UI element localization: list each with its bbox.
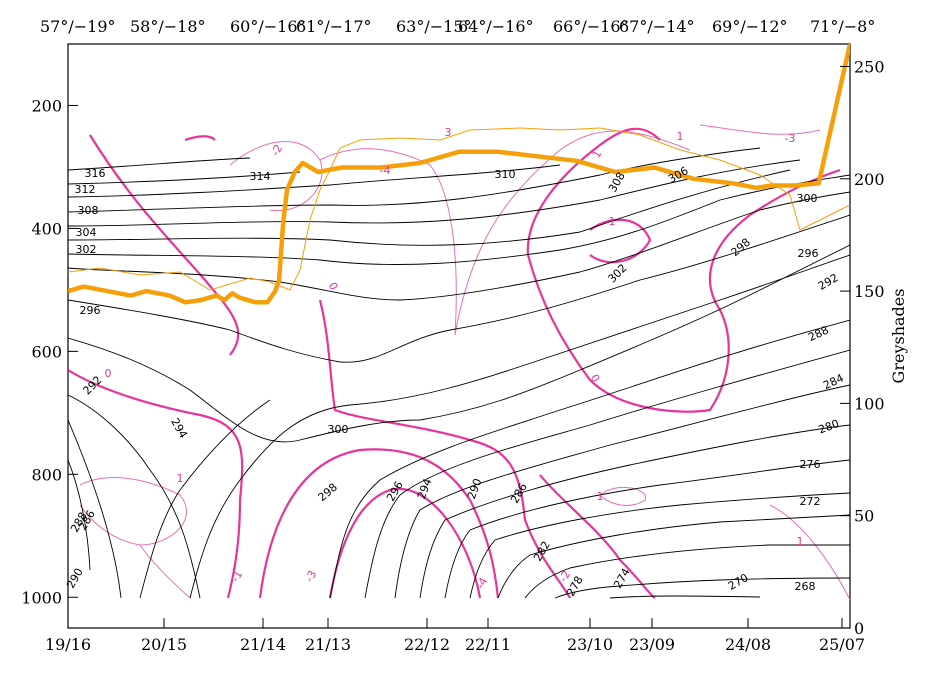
left-tick-label: 1000 <box>21 588 62 607</box>
isentrope-label: 268 <box>795 580 816 593</box>
pv-contour-label: 1 <box>677 130 684 143</box>
bottom-axis-label: 19/16 <box>45 635 91 654</box>
top-axis-label: 60°/−16° <box>230 17 306 36</box>
top-axis-label: 67°/−14° <box>619 17 695 36</box>
pink-thin-contours <box>79 124 850 601</box>
top-axis-label: 64°/−16° <box>458 17 534 36</box>
bottom-axis-label: 23/10 <box>567 635 613 654</box>
bottom-axis-label: 21/14 <box>240 635 286 654</box>
isentrope-label: 302 <box>76 243 97 256</box>
right-tick-label: 200 <box>854 170 885 189</box>
orange-series-line <box>68 44 850 305</box>
right-axis: 0 50 100 150 200 250 <box>840 57 885 638</box>
isentrope-label: 272 <box>800 495 821 508</box>
top-axis-label: 63°/−15° <box>396 17 472 36</box>
isentrope-label: 312 <box>75 183 96 196</box>
bottom-axis-label: 23/09 <box>629 635 675 654</box>
left-tick-label: 200 <box>31 96 62 115</box>
right-tick-label: 250 <box>854 57 885 76</box>
left-tick-label: 400 <box>31 219 62 238</box>
isentrope-label: 304 <box>76 226 97 239</box>
right-tick-label: 0 <box>854 619 864 638</box>
black-isentropes <box>68 147 850 599</box>
pv-contour-label: -3 <box>785 132 796 145</box>
bottom-axis-label: 21/13 <box>305 635 351 654</box>
top-axis-label: 71°/−8° <box>810 17 875 36</box>
plot-frame <box>67 43 851 629</box>
left-tick-label: 600 <box>31 342 62 361</box>
left-axis: 200 400 600 800 1000 <box>21 96 78 607</box>
isentrope-label: 314 <box>250 170 271 183</box>
isentrope-label: 300 <box>328 423 349 436</box>
bottom-axis-label: 22/12 <box>404 635 450 654</box>
pv-contour-label: 1 <box>797 535 804 548</box>
bottom-axis-label: 25/07 <box>819 635 865 654</box>
pv-contour-label: -1 <box>605 215 616 228</box>
pv-contour-label: 3 <box>445 126 452 139</box>
top-axis-label: 69°/−12° <box>712 17 788 36</box>
pv-contour-label: -4 <box>380 164 391 177</box>
bottom-axis-label: 22/11 <box>465 635 511 654</box>
pv-contour-label: 0 <box>105 367 112 380</box>
left-tick-label: 800 <box>31 465 62 484</box>
bottom-axis-label: 20/15 <box>141 635 187 654</box>
pv-contour-label: 1 <box>177 472 184 485</box>
isentrope-label: 308 <box>78 204 99 217</box>
top-axis-label: 57°/−19° <box>40 17 116 36</box>
orange-thin-line <box>68 127 850 291</box>
top-axis-label: 61°/−17° <box>296 17 372 36</box>
top-axis-label: 58°/−18° <box>130 17 206 36</box>
isentrope-label: 310 <box>495 168 516 181</box>
right-tick-label: 50 <box>854 507 874 526</box>
pv-contour-label: 1 <box>597 490 604 503</box>
right-tick-label: 150 <box>854 282 885 301</box>
top-axis: 57°/−19° 58°/−18° 60°/−16°61°/−17° 63°/−15°… <box>40 17 875 36</box>
right-tick-label: 100 <box>854 394 885 413</box>
bottom-axis-label: 24/08 <box>725 635 771 654</box>
top-axis-label: 66°/−16° <box>553 17 629 36</box>
isentrope-label: 316 <box>85 167 106 180</box>
bottom-axis: 19/16 20/15 21/14 21/13 22/12 22/11 23/10 23/09… <box>45 618 865 654</box>
isentrope-label: 300 <box>797 192 818 205</box>
isentrope-label: 296 <box>80 304 101 317</box>
right-axis-title: Greyshades <box>889 289 908 384</box>
isentrope-label: 296 <box>798 247 819 260</box>
isentrope-label: 276 <box>800 458 821 471</box>
